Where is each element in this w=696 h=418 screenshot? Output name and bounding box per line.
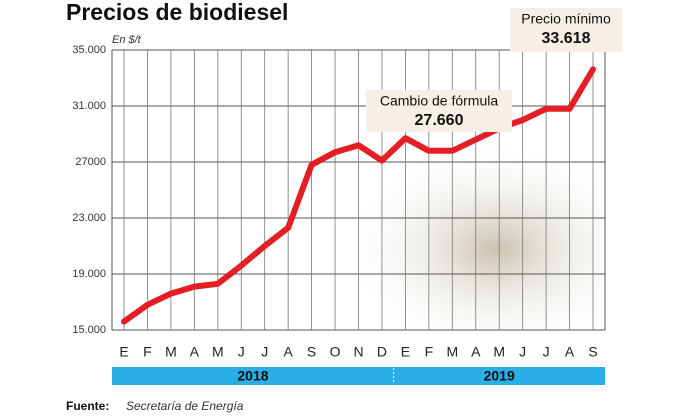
x-tick-label: F — [143, 344, 152, 360]
chart-title: Precios de biodiesel — [66, 0, 288, 25]
x-tick-label: M — [165, 344, 177, 360]
price-line — [121, 66, 596, 325]
source: Secretaría de Energía — [126, 399, 244, 413]
y-axis-label: En $/t — [112, 34, 142, 46]
annotation-text: Precio mínimo — [521, 11, 611, 27]
x-tick-label: J — [543, 344, 550, 360]
year-label: 2019 — [484, 368, 515, 384]
year-band — [112, 367, 605, 385]
annotation-box — [366, 90, 512, 132]
y-tick-label: 15.000 — [72, 324, 106, 336]
x-tick-label: D — [377, 344, 387, 360]
source-label: Fuente: — [66, 399, 109, 413]
annotation-value: 33.618 — [542, 30, 591, 47]
x-tick-label: M — [493, 344, 505, 360]
x-tick-label: S — [588, 344, 597, 360]
x-tick-label: E — [401, 344, 410, 360]
x-tick-label: J — [238, 344, 245, 360]
y-tick-label: 31.000 — [72, 100, 106, 112]
x-tick-label: N — [353, 344, 363, 360]
x-tick-label: M — [212, 344, 224, 360]
x-tick-label: S — [307, 344, 316, 360]
y-tick-label: 35.000 — [72, 44, 106, 56]
annotation-text: Cambio de fórmula — [380, 93, 498, 109]
y-tick-label: 23.000 — [72, 212, 106, 224]
x-tick-label: E — [119, 344, 128, 360]
photo-backdrop — [340, 150, 600, 330]
annotation-value: 27.660 — [415, 112, 464, 129]
x-tick-label: A — [190, 344, 200, 360]
y-tick-label: 19.000 — [72, 268, 106, 280]
year-label: 2018 — [237, 368, 268, 384]
annotation-box — [510, 8, 622, 52]
x-tick-label: M — [446, 344, 458, 360]
x-tick-label: J — [261, 344, 268, 360]
x-tick-label: F — [425, 344, 434, 360]
x-tick-label: A — [471, 344, 481, 360]
x-tick-label: J — [519, 344, 526, 360]
x-tick-label: A — [283, 344, 293, 360]
x-tick-label: A — [565, 344, 575, 360]
x-tick-label: O — [330, 344, 341, 360]
y-tick-label: 27000 — [75, 156, 106, 168]
